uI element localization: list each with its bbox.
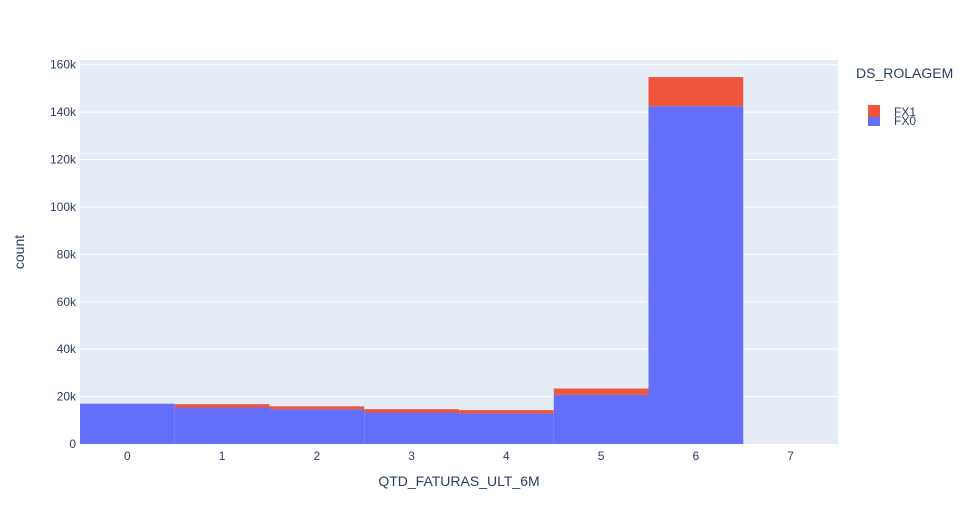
y-tick-labels: 0 20k 40k 60k 80k 100k 120k 140k 160k <box>50 58 77 451</box>
legend-label-fx0: FX0 <box>894 114 916 128</box>
bar-fx0-6[interactable] <box>648 106 744 444</box>
y-axis-title: count <box>11 235 27 269</box>
legend-swatch-fx1 <box>868 105 880 117</box>
y-tick-label: 60k <box>57 295 77 309</box>
x-tick-label: 7 <box>787 449 794 463</box>
y-tick-label: 140k <box>50 105 77 119</box>
bar-fx1-2[interactable] <box>269 406 365 410</box>
x-tick-label: 6 <box>693 449 700 463</box>
x-axis-title: QTD_FATURAS_ULT_6M <box>378 473 539 489</box>
bar-fx1-3[interactable] <box>364 409 459 413</box>
y-tick-label: 160k <box>50 58 77 72</box>
x-tick-label: 5 <box>598 449 605 463</box>
bar-fx1-5[interactable] <box>553 388 649 395</box>
x-tick-label: 0 <box>124 449 131 463</box>
y-tick-label: 40k <box>57 342 77 356</box>
legend-title: DS_ROLAGEM <box>856 65 953 81</box>
bar-fx0-3[interactable] <box>364 412 459 444</box>
bar-fx0-5[interactable] <box>553 394 649 444</box>
x-tick-label: 2 <box>314 449 321 463</box>
bar-fx0-4[interactable] <box>459 413 554 444</box>
y-tick-label: 0 <box>69 437 76 451</box>
legend-item-fx1[interactable]: FX1 <box>868 105 916 119</box>
bar-fx0-1[interactable] <box>174 407 270 444</box>
y-tick-label: 100k <box>50 200 77 214</box>
bar-fx0-0[interactable] <box>80 403 175 444</box>
x-tick-labels: 0 1 2 3 4 5 6 7 <box>124 449 794 463</box>
bars <box>80 77 744 444</box>
bar-fx1-1[interactable] <box>174 404 270 408</box>
bar-fx0-2[interactable] <box>269 409 365 444</box>
y-tick-label: 20k <box>57 390 77 404</box>
x-tick-label: 4 <box>503 449 510 463</box>
x-tick-label: 1 <box>219 449 226 463</box>
legend: DS_ROLAGEM FX0 FX1 <box>856 65 953 128</box>
bar-fx1-4[interactable] <box>459 410 554 414</box>
legend-label-fx1: FX1 <box>894 105 916 119</box>
y-tick-label: 80k <box>57 247 77 261</box>
x-tick-label: 3 <box>408 449 415 463</box>
bar-fx1-6[interactable] <box>648 77 744 107</box>
y-tick-label: 120k <box>50 153 77 167</box>
